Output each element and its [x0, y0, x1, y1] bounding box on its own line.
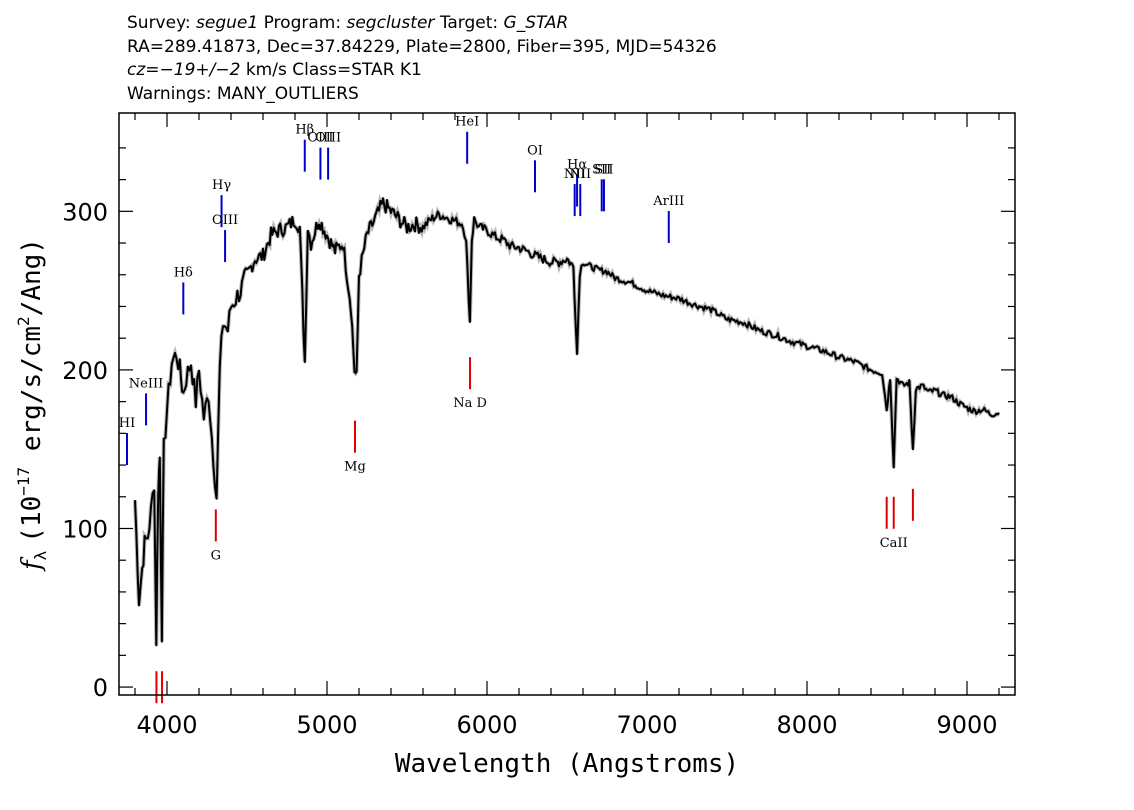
header-line-warnings: Warnings: MANY_OUTLIERS: [127, 83, 359, 104]
y-tick-label: 100: [62, 515, 108, 543]
absorption-line-label: Na D: [453, 396, 487, 411]
y-tick-label: 300: [62, 198, 108, 226]
y-tick-label: 0: [93, 674, 108, 702]
emission-line-label: OIII: [307, 131, 333, 146]
x-tick-label: 7000: [616, 711, 677, 739]
emission-line-label: OIII: [315, 131, 341, 146]
cz-value: −19+/−2: [159, 60, 241, 80]
emission-line-label: ArIII: [652, 194, 684, 209]
y-label-end: /Ang): [17, 238, 47, 316]
absorption-line-label: CaII: [880, 536, 908, 551]
emission-line-label: NII: [564, 167, 586, 182]
x-tick-label: 6000: [456, 711, 517, 739]
x-tick-label: 4000: [136, 711, 197, 739]
program-value: segcluster: [346, 13, 435, 33]
y-label-exp2: 2: [14, 316, 33, 326]
spectrum-header: Survey: segue1 Program: segcluster Targe…: [127, 12, 717, 106]
absorption-line-label: G: [211, 548, 221, 563]
target-label: Target:: [439, 13, 499, 33]
header-line-redshift: cz=−19+/−2 km/s Class=STAR K1: [127, 59, 717, 83]
emission-line-label: HI: [119, 416, 135, 431]
emission-line-label: SII: [594, 162, 613, 177]
emission-line-label: Hδ: [174, 265, 193, 280]
survey-label: Survey:: [127, 13, 191, 33]
axis-ticks: [119, 113, 1015, 695]
y-label-sub: λ: [31, 550, 50, 560]
survey-value: segue1: [196, 13, 259, 33]
axis-tick-labels: 4000 5000 6000 7000 8000 9000 0 100 200 300: [62, 198, 997, 739]
header-line-coordinates: RA=289.41873, Dec=37.84229, Plate=2800, …: [127, 36, 717, 57]
y-label-exp1: −17: [14, 467, 33, 496]
emission-line-label: SII: [592, 162, 611, 177]
x-tick-label: 8000: [776, 711, 837, 739]
emission-line-label: Hα: [567, 158, 587, 173]
y-tick-label: 200: [62, 357, 108, 385]
absorption-line-label: Mg: [344, 460, 366, 475]
header-line-survey: Survey: segue1 Program: segcluster Targe…: [127, 12, 717, 36]
plot-frame: [118, 112, 1016, 696]
y-axis-label: fλ(10−17 erg/s/cm2/Ang): [14, 238, 50, 572]
class-text: km/s Class=STAR K1: [240, 60, 422, 80]
y-label-mid: erg/s/cm: [17, 326, 47, 467]
target-value: G_STAR: [503, 13, 569, 33]
emission-line-label: NII: [569, 167, 591, 182]
emission-line-label: HeI: [455, 115, 479, 130]
emission-line-label: Hβ: [295, 123, 314, 138]
x-axis-label: Wavelength (Angstroms): [395, 749, 739, 779]
x-tick-label: 5000: [296, 711, 357, 739]
y-label-main: (10: [17, 496, 47, 543]
error-band: [133, 193, 1001, 646]
x-tick-label: 9000: [936, 711, 997, 739]
spectrum-line: [134, 197, 1000, 647]
emission-line-label: OIII: [212, 213, 238, 228]
emission-line-label: NeIII: [129, 376, 163, 391]
program-label: Program:: [263, 13, 342, 33]
emission-line-label: Hγ: [212, 178, 231, 193]
emission-line-label: OI: [527, 143, 543, 158]
cz-label: cz=: [127, 60, 160, 80]
